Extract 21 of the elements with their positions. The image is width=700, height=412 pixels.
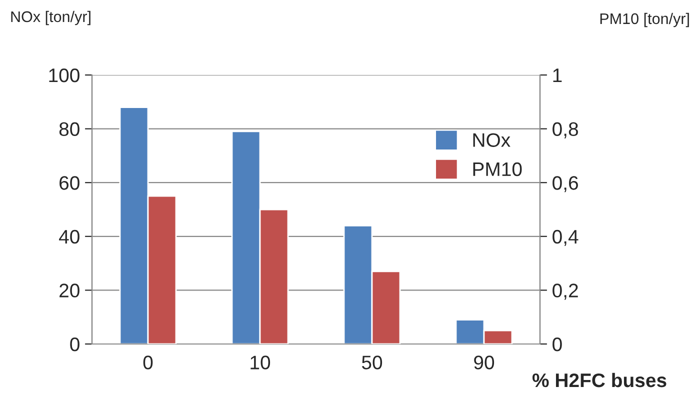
y2-tick-label: 1 (553, 68, 562, 82)
y2-tick-label: 0,4 (552, 230, 578, 246)
y-tick-label: 60 (60, 176, 80, 190)
x-tick-label: 50 (362, 356, 382, 370)
x-axis-title: % H2FC buses (532, 372, 666, 388)
y-axis-title: NOx [ton/yr] (11, 10, 90, 26)
x-tick-label: 10 (250, 356, 270, 370)
y-tick-label: 20 (60, 284, 80, 298)
y-tick-label: 0 (70, 337, 80, 352)
legend-label: PM10 (473, 162, 522, 176)
legend-label: NOx (473, 133, 510, 147)
y2-tick-label: 0,2 (552, 284, 578, 300)
x-tick-label: 0 (143, 356, 153, 370)
x-tick-label: 90 (474, 356, 494, 370)
y2-tick-label: 0,8 (552, 122, 578, 138)
y2-axis-title: PM10 [ton/yr] (600, 12, 689, 28)
y-tick-label: 100 (49, 68, 80, 82)
y2-tick-label: 0 (552, 337, 562, 352)
y-tick-label: 40 (59, 230, 80, 244)
y-tick-label: 80 (59, 122, 80, 136)
y2-tick-label: 0,6 (552, 176, 578, 192)
